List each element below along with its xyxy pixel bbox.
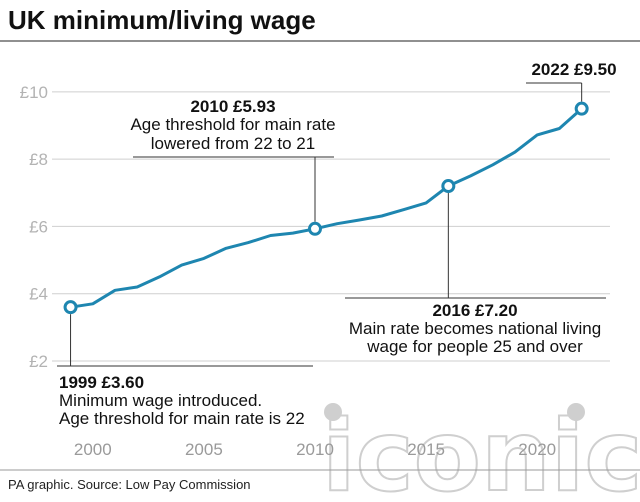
x-tick-label: 2020 (518, 440, 556, 459)
annotation-2010-line: lowered from 22 to 21 (151, 134, 315, 153)
data-point-marker (574, 101, 589, 116)
y-tick-label: £6 (29, 217, 48, 236)
x-tick-label: 2000 (74, 440, 112, 459)
annotation-1999-head: 1999 £3.60 (59, 373, 144, 392)
y-tick-label: £10 (20, 83, 48, 102)
source-note: PA graphic. Source: Low Pay Commission (8, 477, 251, 492)
gridlines (52, 91, 610, 362)
y-axis: £2 £4 £6 £8 £10 (20, 83, 48, 371)
series-line (70, 107, 583, 309)
watermark-dot (567, 403, 585, 421)
annotation-2016-line: wage for people 25 and over (366, 337, 583, 356)
y-tick-label: £8 (29, 150, 48, 169)
annotation-2010-line: Age threshold for main rate (130, 115, 335, 134)
y-tick-label: £4 (29, 285, 48, 304)
annotation-2016: 2016 £7.20 Main rate becomes national li… (349, 301, 601, 356)
x-tick-label: 2015 (407, 440, 445, 459)
data-point-marker (308, 221, 322, 236)
x-axis: 2000 2005 2010 2015 2020 (74, 440, 556, 459)
watermark-dot (324, 403, 342, 421)
y-tick-label: £2 (29, 352, 48, 371)
annotation-1999-line: Age threshold for main rate is 22 (59, 409, 305, 428)
annotation-2016-head: 2016 £7.20 (432, 301, 517, 320)
annotation-leaders (57, 82, 606, 367)
data-point-marker (63, 300, 78, 315)
x-tick-label: 2010 (296, 440, 334, 459)
data-point-marker (441, 179, 456, 194)
annotation-1999-line: Minimum wage introduced. (59, 391, 262, 410)
x-tick-label: 2005 (185, 440, 223, 459)
watermark-text: iconic (322, 400, 640, 502)
annotation-2010: 2010 £5.93 Age threshold for main rate l… (130, 97, 335, 153)
annotation-2022-head: 2022 £9.50 (531, 60, 616, 79)
annotation-2010-head: 2010 £5.93 (190, 97, 275, 116)
annotation-2016-line: Main rate becomes national living (349, 319, 601, 338)
annotation-1999: 1999 £3.60 Minimum wage introduced. Age … (59, 373, 305, 428)
series-markers (63, 101, 589, 315)
annotation-2022: 2022 £9.50 (531, 60, 616, 79)
chart-title: UK minimum/living wage (8, 5, 316, 35)
